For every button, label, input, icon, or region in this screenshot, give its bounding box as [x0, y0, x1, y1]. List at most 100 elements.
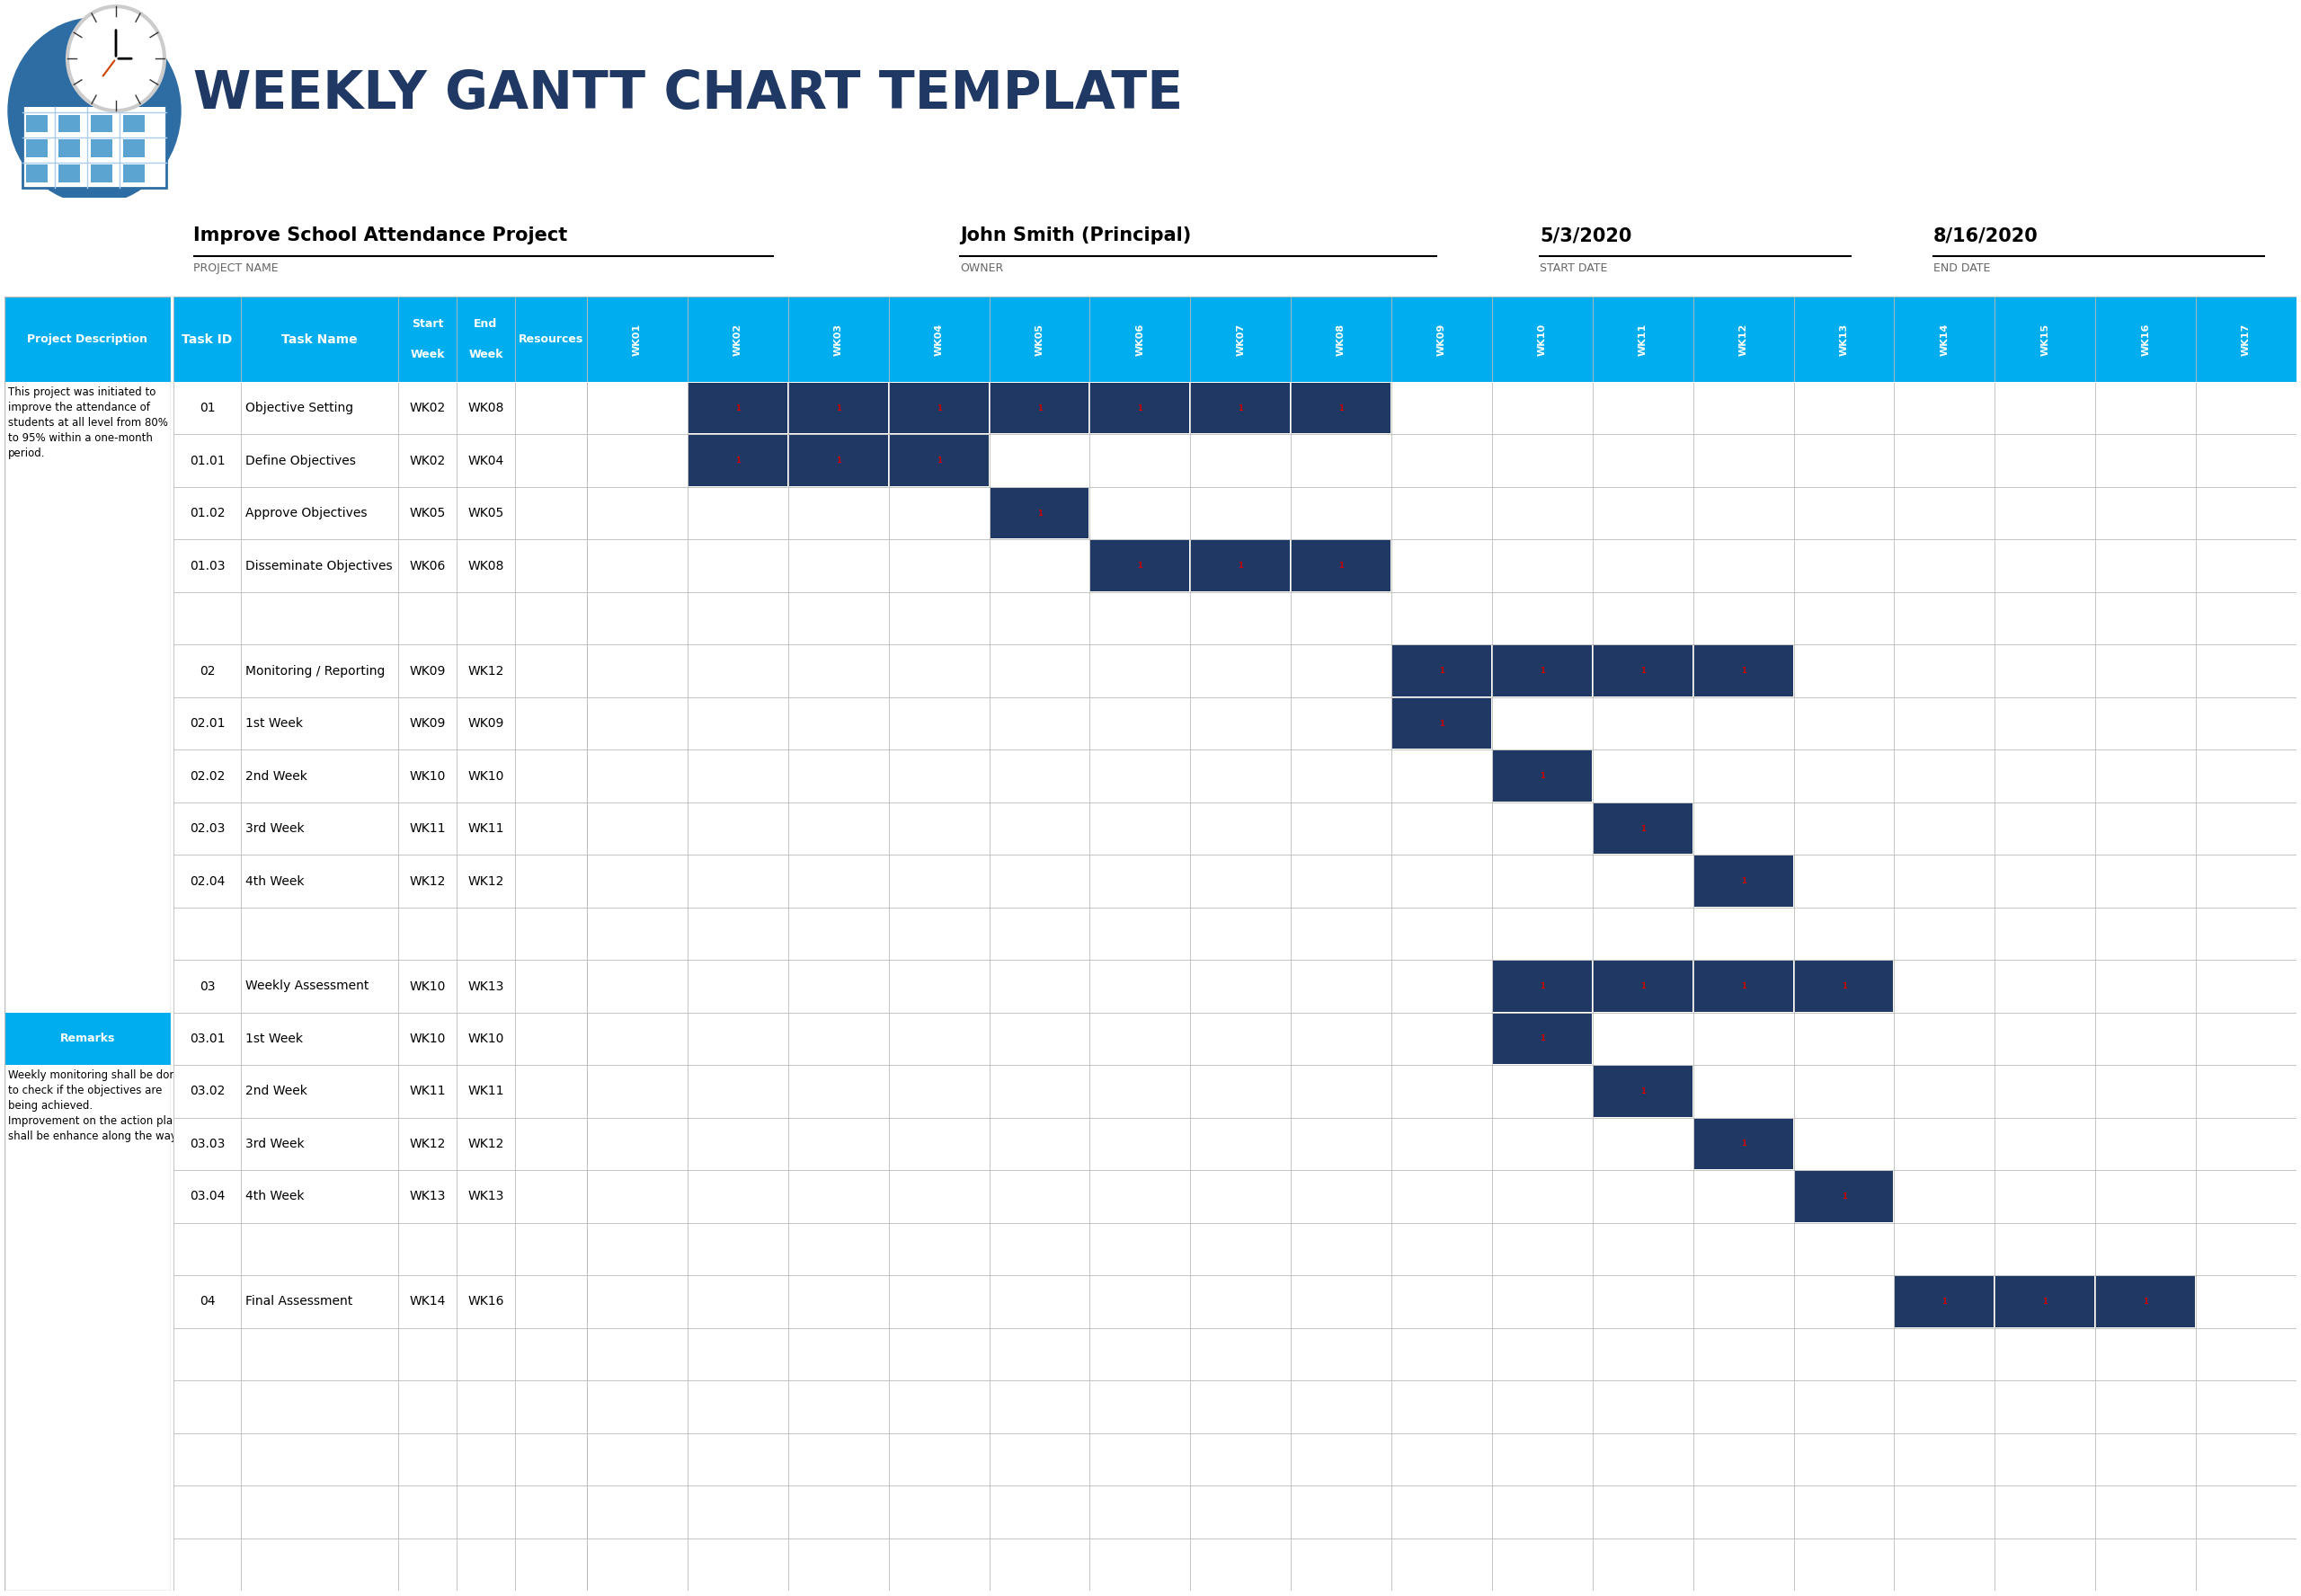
Bar: [173, 855, 2296, 908]
Text: WK10: WK10: [1537, 322, 1546, 356]
Bar: [688, 383, 787, 434]
Text: WK12: WK12: [467, 1138, 504, 1151]
Text: WK05: WK05: [410, 508, 446, 520]
Text: Weekly monitoring shall be done
to check if the objectives are
being achieved.
I: Weekly monitoring shall be done to check…: [9, 1069, 184, 1143]
Bar: [173, 592, 2296, 645]
Bar: [173, 487, 2296, 539]
Text: WK02: WK02: [734, 322, 743, 356]
Text: 02.02: 02.02: [189, 769, 225, 782]
Bar: [1493, 961, 1592, 1012]
Text: 1: 1: [1742, 1140, 1746, 1148]
Text: WK14: WK14: [1940, 322, 1949, 356]
Text: 1: 1: [1539, 982, 1544, 990]
FancyBboxPatch shape: [58, 164, 81, 182]
Text: 1: 1: [1641, 982, 1645, 990]
Text: Task Name: Task Name: [281, 334, 357, 345]
Text: Weekly Assessment: Weekly Assessment: [246, 980, 368, 993]
Text: 01.01: 01.01: [189, 455, 225, 468]
Text: 1: 1: [1539, 1034, 1544, 1042]
Text: WK09: WK09: [410, 664, 446, 677]
Bar: [890, 383, 989, 434]
Text: 1st Week: 1st Week: [246, 1033, 304, 1045]
Text: WK10: WK10: [467, 769, 504, 782]
Text: 03: 03: [200, 980, 214, 993]
Text: 1: 1: [1841, 982, 1848, 990]
FancyBboxPatch shape: [58, 140, 81, 156]
Text: WK11: WK11: [1638, 322, 1648, 356]
Bar: [1392, 697, 1491, 749]
Text: WK14: WK14: [410, 1296, 446, 1307]
Text: WEEKLY GANTT CHART TEMPLATE: WEEKLY GANTT CHART TEMPLATE: [193, 69, 1183, 120]
Text: Start: Start: [412, 318, 444, 330]
Bar: [1995, 1277, 2094, 1326]
Text: 1: 1: [1038, 404, 1042, 412]
Bar: [1694, 855, 1792, 907]
Text: Week: Week: [469, 350, 504, 361]
Text: 1: 1: [2043, 1298, 2048, 1306]
Text: WK09: WK09: [1438, 322, 1447, 356]
Bar: [789, 383, 888, 434]
Bar: [173, 1486, 2296, 1539]
Circle shape: [9, 18, 182, 204]
Bar: [173, 1275, 2296, 1328]
Text: WK13: WK13: [467, 1191, 504, 1203]
Text: 02.03: 02.03: [189, 822, 225, 835]
Bar: [173, 1539, 2296, 1591]
Bar: [1595, 1066, 1691, 1117]
Bar: [173, 1117, 2296, 1170]
Text: WK01: WK01: [633, 322, 642, 356]
Bar: [173, 750, 2296, 803]
Bar: [989, 383, 1088, 434]
Text: 01.02: 01.02: [189, 508, 225, 520]
Text: WK11: WK11: [410, 1085, 446, 1098]
Text: 1: 1: [1339, 562, 1344, 570]
Text: 04: 04: [200, 1296, 214, 1307]
Text: WK08: WK08: [467, 402, 504, 415]
Text: WK16: WK16: [2142, 322, 2149, 356]
Bar: [173, 1433, 2296, 1486]
Text: 02.01: 02.01: [189, 717, 225, 729]
Text: END DATE: END DATE: [1933, 262, 1990, 275]
Text: WK04: WK04: [934, 322, 943, 356]
Text: 1: 1: [734, 404, 741, 412]
Text: 1: 1: [1539, 667, 1544, 675]
Text: WK10: WK10: [467, 1033, 504, 1045]
Bar: [1896, 1277, 1995, 1326]
Bar: [1694, 961, 1792, 1012]
Text: WK15: WK15: [2041, 322, 2050, 356]
Text: 1: 1: [1641, 1087, 1645, 1095]
Text: WK10: WK10: [410, 1033, 446, 1045]
Bar: [1392, 645, 1491, 696]
Bar: [2096, 1277, 2195, 1326]
Text: Monitoring / Reporting: Monitoring / Reporting: [246, 664, 384, 677]
Text: Remarks: Remarks: [60, 1033, 115, 1045]
Text: OWNER: OWNER: [960, 262, 1003, 275]
Bar: [173, 1328, 2296, 1381]
Text: WK02: WK02: [410, 402, 446, 415]
FancyBboxPatch shape: [5, 297, 170, 381]
Text: 01: 01: [200, 402, 214, 415]
Text: 1: 1: [734, 456, 741, 464]
Text: 03.02: 03.02: [189, 1085, 225, 1098]
Text: PROJECT NAME: PROJECT NAME: [193, 262, 278, 275]
FancyBboxPatch shape: [90, 115, 113, 132]
Text: 1: 1: [1137, 404, 1144, 412]
Text: 1: 1: [937, 456, 941, 464]
Text: START DATE: START DATE: [1539, 262, 1608, 275]
Text: 1: 1: [1942, 1298, 1947, 1306]
Text: WK06: WK06: [410, 560, 446, 571]
Text: 1: 1: [1438, 720, 1445, 728]
Bar: [173, 645, 2296, 697]
Bar: [1595, 645, 1691, 696]
Bar: [173, 1065, 2296, 1117]
Bar: [173, 1381, 2296, 1433]
Text: WK02: WK02: [410, 455, 446, 468]
Bar: [1091, 541, 1190, 591]
Bar: [173, 539, 2296, 592]
Text: WK05: WK05: [467, 508, 504, 520]
FancyBboxPatch shape: [25, 140, 48, 156]
Text: WK12: WK12: [467, 664, 504, 677]
Text: 1: 1: [835, 456, 840, 464]
Text: 03.04: 03.04: [189, 1191, 225, 1203]
FancyBboxPatch shape: [90, 140, 113, 156]
